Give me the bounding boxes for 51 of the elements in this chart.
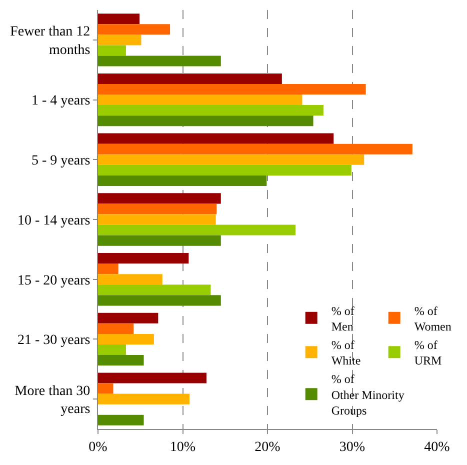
legend-label: % of White bbox=[331, 338, 361, 368]
x-tick-label: 20% bbox=[254, 440, 281, 455]
bar bbox=[98, 295, 221, 306]
legend-label: % of Men bbox=[331, 304, 354, 334]
x-tick-label: 40% bbox=[424, 440, 450, 455]
bar bbox=[98, 214, 216, 225]
y-tick-label: 21 - 30 years bbox=[17, 333, 90, 348]
legend-label: % of Other Minority Groups bbox=[331, 372, 404, 418]
bar bbox=[98, 323, 134, 334]
bar bbox=[98, 372, 206, 384]
bar bbox=[98, 235, 221, 246]
y-tick-label: 1 - 4 years bbox=[31, 94, 90, 109]
bar bbox=[98, 383, 114, 394]
bar bbox=[98, 133, 334, 144]
bar bbox=[98, 144, 412, 154]
bar bbox=[98, 45, 126, 56]
bar bbox=[98, 154, 364, 165]
bar bbox=[98, 334, 154, 344]
bar bbox=[98, 73, 282, 84]
bar bbox=[98, 56, 221, 66]
bar bbox=[98, 116, 314, 126]
bar bbox=[98, 394, 190, 404]
bar bbox=[98, 253, 189, 264]
bar bbox=[98, 193, 221, 204]
bar bbox=[98, 34, 142, 46]
bar bbox=[98, 204, 217, 214]
bar bbox=[98, 414, 144, 426]
x-tick-label: 30% bbox=[339, 440, 366, 455]
y-tick-label: 5 - 9 years bbox=[31, 154, 90, 169]
bar bbox=[98, 312, 158, 324]
legend-label: % of URM bbox=[414, 338, 442, 368]
y-tick-label: Fewer than 12 months bbox=[10, 24, 90, 58]
bar bbox=[98, 284, 211, 296]
bar bbox=[98, 94, 302, 106]
bar bbox=[98, 274, 162, 285]
bar bbox=[98, 14, 140, 24]
bar bbox=[98, 24, 170, 35]
bar bbox=[98, 84, 366, 95]
legend-label: % of Women bbox=[414, 304, 452, 334]
bar bbox=[98, 105, 324, 116]
bar bbox=[98, 344, 126, 356]
bar bbox=[98, 264, 118, 274]
bar bbox=[98, 224, 296, 236]
x-tick-label: 10% bbox=[170, 440, 196, 455]
x-tick-label: 0% bbox=[88, 440, 108, 455]
bar bbox=[98, 355, 144, 366]
y-tick-label: 15 - 20 years bbox=[17, 273, 90, 288]
bar bbox=[98, 175, 267, 186]
y-tick-label: 10 - 14 years bbox=[17, 213, 90, 228]
bar bbox=[98, 164, 352, 176]
y-tick-label: More than 30 years bbox=[14, 384, 90, 418]
